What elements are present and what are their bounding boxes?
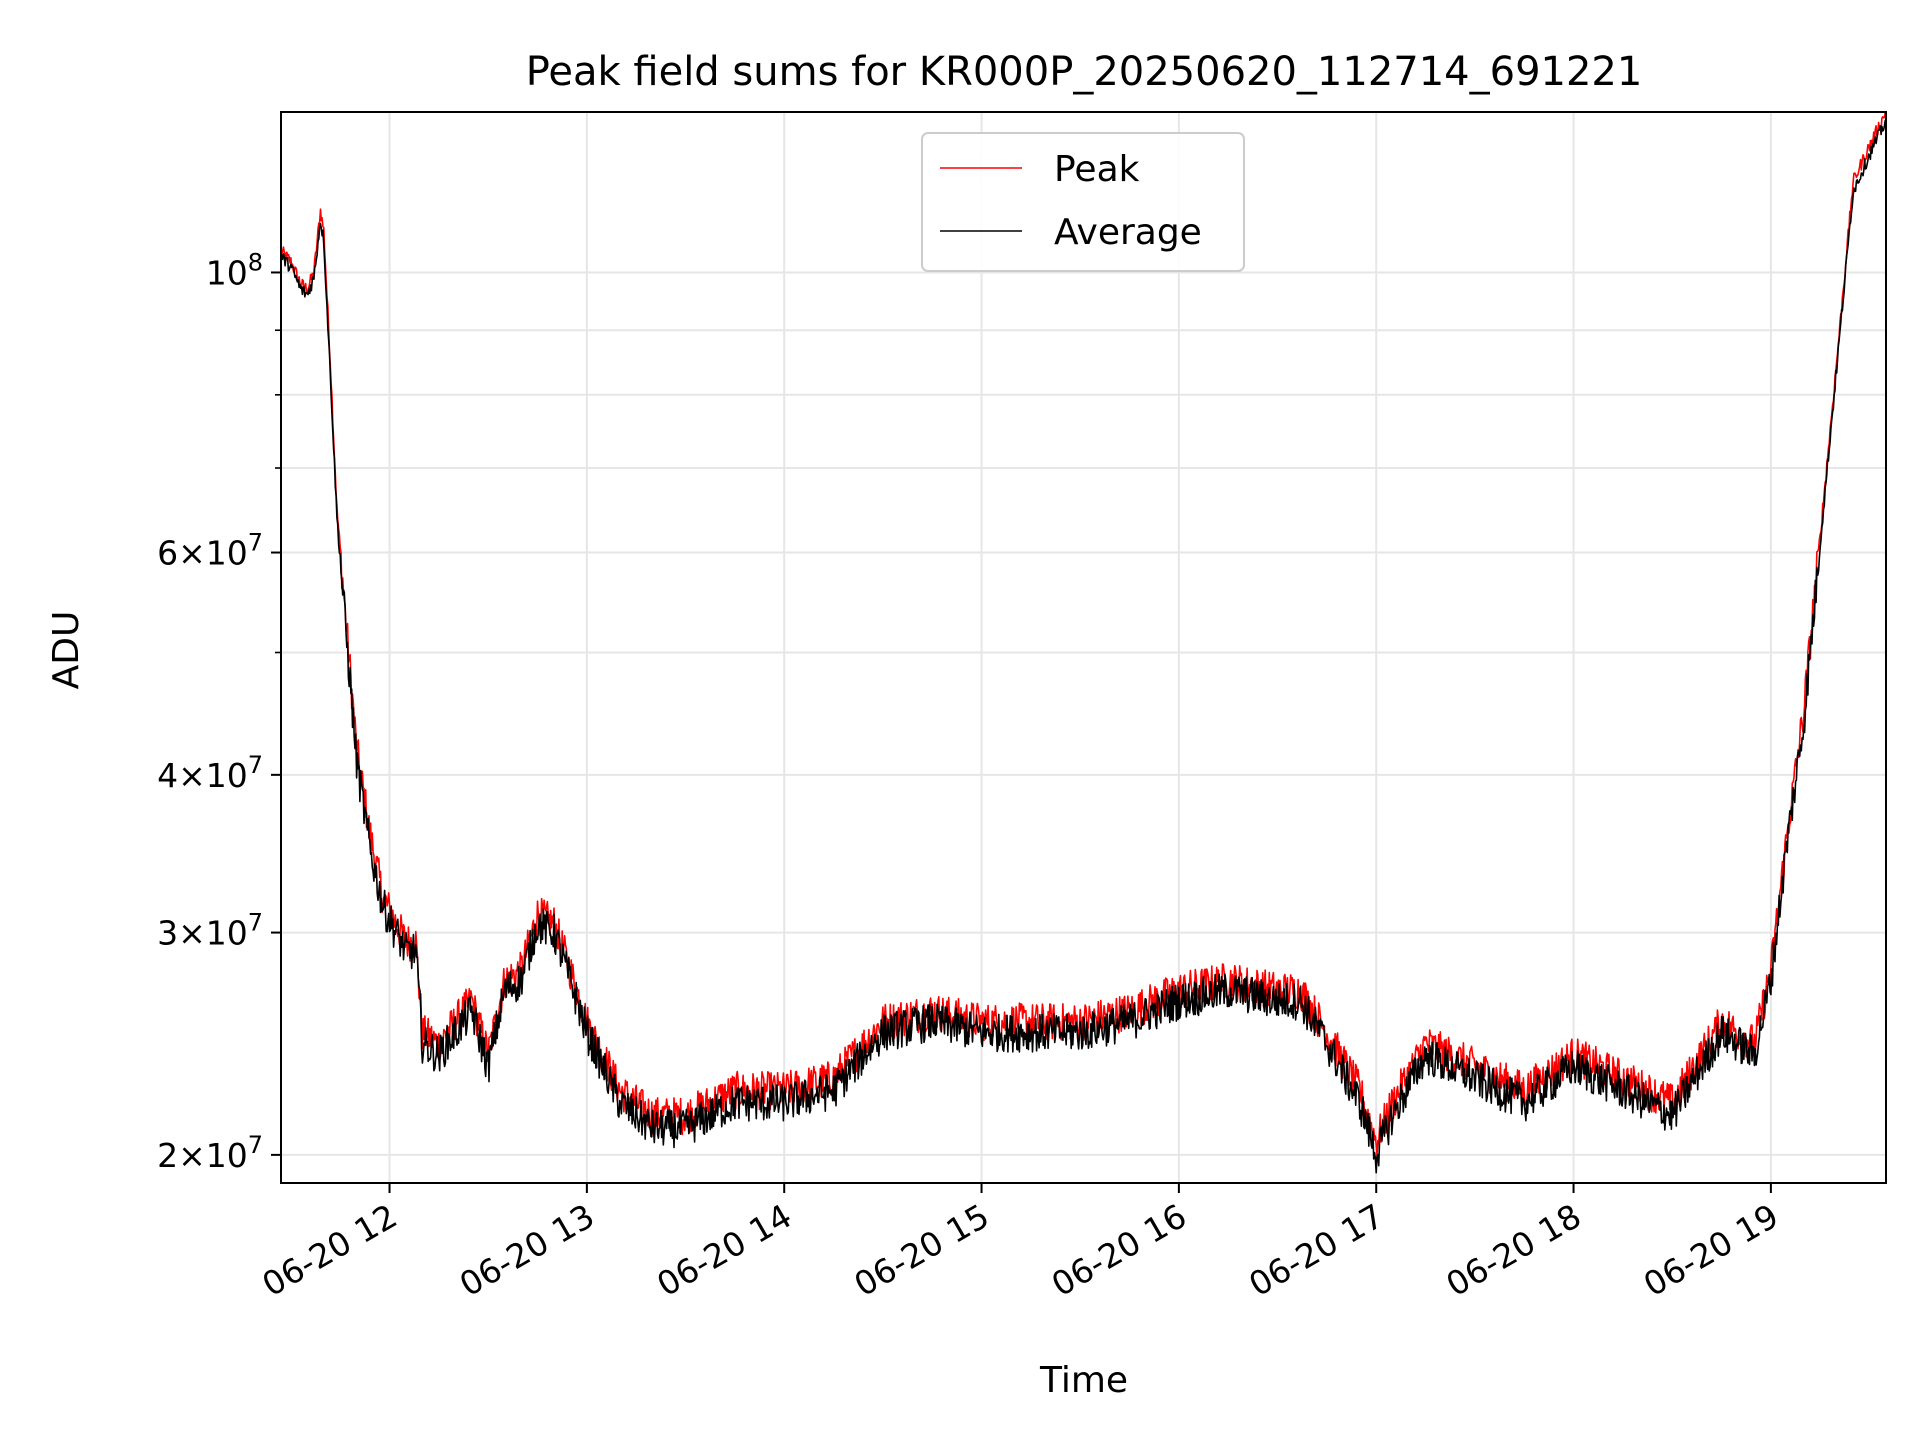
x-tick-label: 06-20 12 bbox=[256, 1196, 404, 1304]
ticks-layer: 06-20 12 06-20 13 06-20 14 06-20 15 06-20 16… bbox=[157, 248, 1785, 1304]
legend-label-peak: Peak bbox=[1054, 149, 1140, 190]
y-tick-label: 4×107 bbox=[157, 751, 263, 795]
y-tick-exponent: 8 bbox=[248, 248, 263, 276]
series-layer bbox=[280, 111, 1887, 1174]
chart-title: Peak field sums for KR000P_20250620_1127… bbox=[526, 49, 1643, 95]
y-tick-label: 2×107 bbox=[157, 1131, 263, 1175]
x-tick-label: 06-20 15 bbox=[848, 1196, 996, 1304]
legend: Peak Average bbox=[921, 132, 1245, 272]
x-tick-label: 06-20 14 bbox=[650, 1196, 798, 1304]
y-tick-label: 3×107 bbox=[157, 909, 263, 953]
y-tick-label: 6×107 bbox=[157, 529, 263, 573]
x-tick-label: 06-20 16 bbox=[1045, 1196, 1193, 1304]
x-tick-label: 06-20 19 bbox=[1637, 1196, 1785, 1304]
y-tick-exponent: 7 bbox=[248, 1131, 263, 1159]
series-line-average bbox=[280, 119, 1887, 1174]
x-axis-label: Time bbox=[1039, 1360, 1128, 1401]
plot-frame bbox=[280, 111, 1887, 1184]
x-tick-label: 06-20 13 bbox=[453, 1196, 601, 1304]
legend-label-average: Average bbox=[1054, 212, 1202, 253]
y-tick-exponent: 7 bbox=[248, 751, 263, 779]
x-tick-label: 06-20 18 bbox=[1440, 1196, 1588, 1304]
y-tick-exponent: 7 bbox=[248, 529, 263, 557]
grid-layer bbox=[281, 112, 1886, 1183]
y-tick-exponent: 7 bbox=[248, 909, 263, 937]
y-tick-label: 108 bbox=[206, 248, 263, 292]
y-axis-label: ADU bbox=[46, 611, 87, 690]
x-tick-label: 06-20 17 bbox=[1242, 1196, 1390, 1304]
